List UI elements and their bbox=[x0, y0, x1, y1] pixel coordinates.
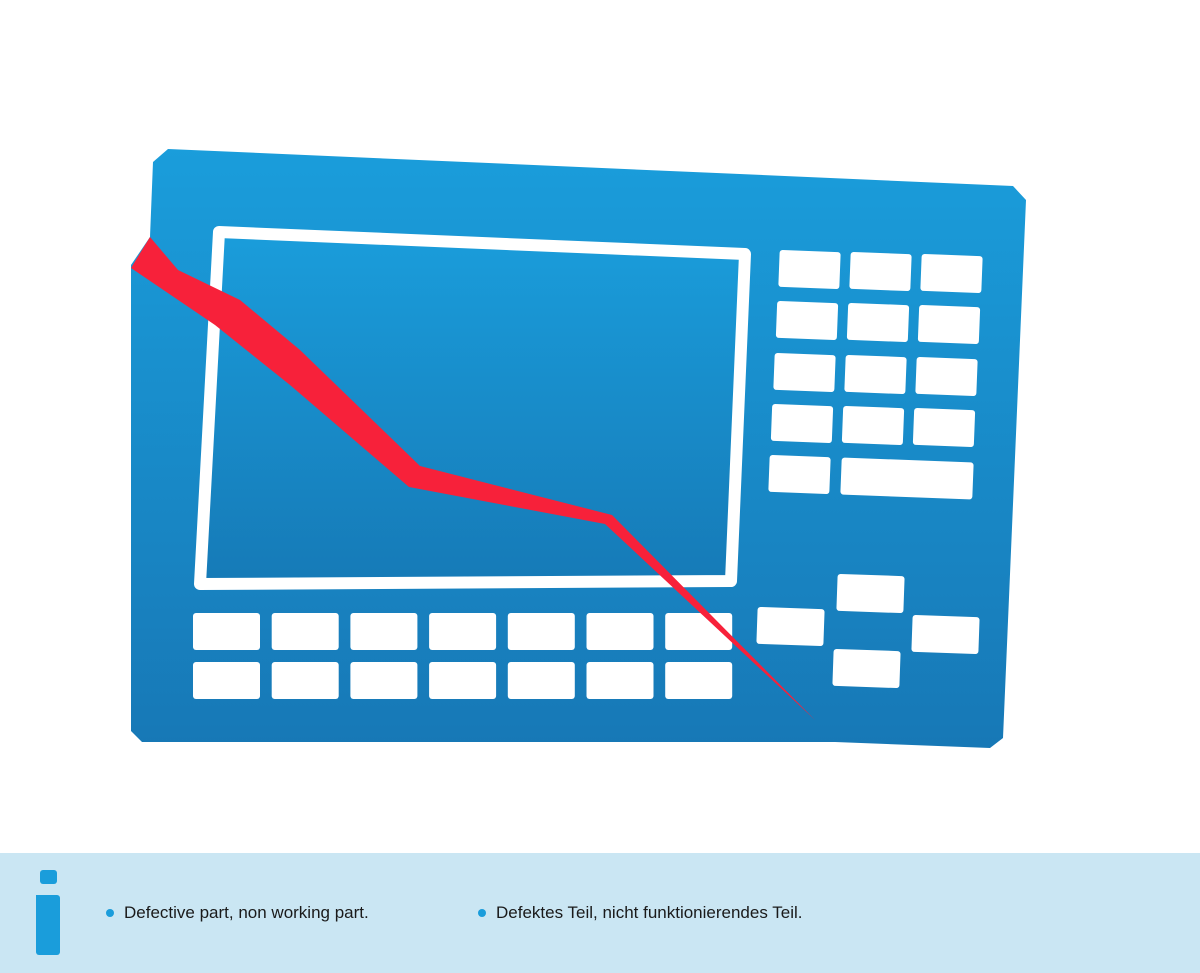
key-button bbox=[586, 662, 654, 699]
screen bbox=[194, 226, 751, 590]
key-button bbox=[429, 613, 497, 650]
key-button bbox=[911, 614, 980, 655]
note-text: Defective part, non working part. bbox=[124, 903, 369, 922]
key-button bbox=[586, 613, 654, 650]
note-text: Defektes Teil, nicht funktionierendes Te… bbox=[496, 903, 803, 922]
key-button bbox=[350, 662, 418, 699]
key-button bbox=[915, 356, 978, 397]
key-button bbox=[832, 648, 901, 689]
info-icon-stem bbox=[36, 895, 60, 955]
key-button bbox=[912, 407, 976, 448]
key-button bbox=[770, 403, 834, 444]
key-button bbox=[665, 662, 733, 699]
broken-control-panel-illustration bbox=[131, 149, 1026, 748]
key-button bbox=[836, 573, 905, 614]
key-button bbox=[507, 662, 575, 699]
crack bbox=[131, 237, 815, 720]
key-button bbox=[917, 304, 981, 345]
note-english: Defective part, non working part. bbox=[106, 903, 369, 923]
bullet-icon bbox=[106, 909, 114, 917]
key-button bbox=[849, 251, 912, 292]
key-button bbox=[350, 613, 418, 650]
note-german: Defektes Teil, nicht funktionierendes Te… bbox=[478, 903, 803, 923]
key-button bbox=[841, 405, 905, 446]
key-button bbox=[193, 613, 260, 650]
key-button bbox=[193, 662, 260, 699]
bullet-icon bbox=[478, 909, 486, 917]
key-button bbox=[429, 662, 497, 699]
key-button bbox=[768, 454, 831, 495]
key-button bbox=[773, 352, 836, 393]
key-button bbox=[844, 354, 907, 395]
key-button bbox=[756, 606, 825, 647]
key-button bbox=[271, 662, 339, 699]
info-icon bbox=[40, 870, 57, 884]
info-bar bbox=[0, 853, 1200, 973]
key-button bbox=[775, 300, 839, 341]
key-button bbox=[846, 302, 910, 343]
key-button bbox=[271, 613, 339, 650]
key-button bbox=[778, 249, 841, 290]
key-button bbox=[920, 253, 983, 294]
key-button bbox=[840, 457, 974, 500]
key-button bbox=[507, 613, 575, 650]
